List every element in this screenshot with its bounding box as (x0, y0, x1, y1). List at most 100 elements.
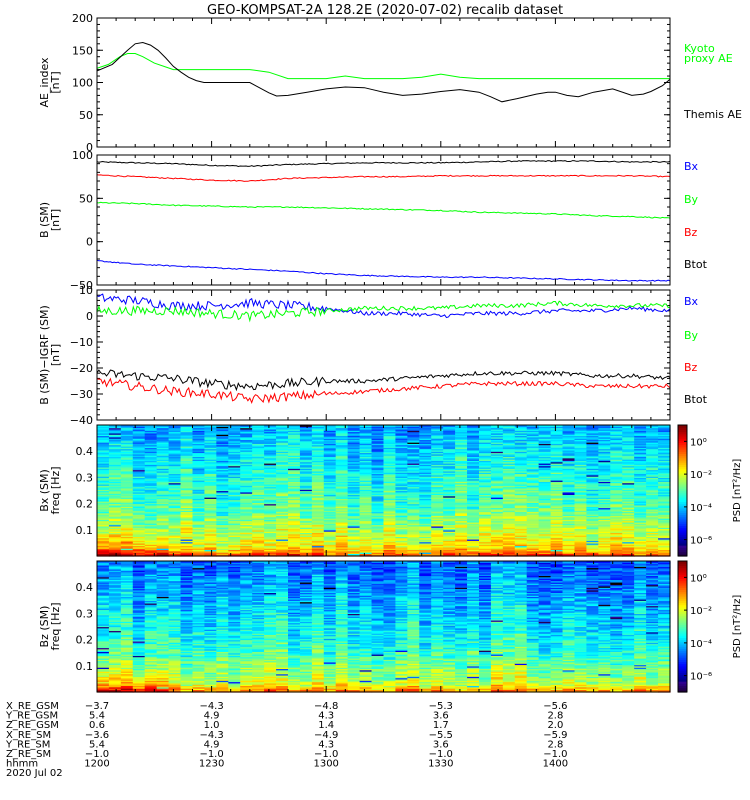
spectrogram-cell (598, 483, 611, 486)
spectrogram-cell (323, 439, 337, 442)
spectrogram-cell (514, 461, 528, 464)
spectrogram-cell (276, 529, 289, 532)
spectrogram-cell (419, 520, 432, 523)
spectrogram-cell (479, 432, 492, 435)
spectrogram-cell (490, 486, 504, 489)
spectrogram-cell (419, 461, 432, 464)
spectrogram-cell (204, 472, 217, 475)
spectrogram-cell (132, 536, 146, 539)
spectrogram-cell (276, 464, 289, 467)
spectrogram-cell (431, 491, 444, 494)
spectrogram-cell (228, 525, 241, 528)
spectrogram-cell (156, 525, 170, 528)
spectrogram-cell (443, 546, 456, 549)
spectrogram-cell (359, 497, 373, 499)
spectrogram-cell (431, 549, 444, 552)
spectrogram-cell (538, 440, 552, 443)
spectrogram-cell (97, 486, 110, 489)
spectrogram-cell (323, 518, 337, 520)
spectrogram-cell (538, 519, 552, 522)
spectrogram-cell (168, 497, 182, 499)
spectrogram-cell (156, 523, 170, 526)
spectrogram-cell (335, 500, 349, 503)
spectrogram-cell (407, 428, 420, 431)
spectrogram-cell (228, 485, 241, 488)
spectrogram-cell (120, 457, 134, 460)
spectrogram-cell (180, 425, 194, 427)
spectrogram-cell (598, 474, 611, 477)
spectrogram-cell (299, 431, 313, 434)
spectrogram-cell (598, 449, 611, 452)
spectrogram-cell (467, 485, 480, 488)
spectrogram-cell (550, 537, 564, 540)
spectrogram-cell (204, 548, 217, 551)
spectrogram-cell (264, 537, 277, 540)
spectrogram-cell (443, 455, 456, 458)
spectrogram-cell (240, 440, 253, 443)
spectrogram-cell (467, 548, 480, 551)
spectrogram-cell (288, 528, 301, 531)
spectrogram-cell (311, 425, 325, 427)
spectrogram-cell (443, 438, 456, 441)
spectrogram-cell (323, 461, 337, 464)
spectrogram-cell (455, 514, 468, 516)
spectrogram-cell (395, 466, 408, 469)
spectrogram-cell (514, 456, 528, 459)
spectrogram-cell (323, 426, 337, 429)
spectrogram-cell (180, 516, 194, 519)
spectrogram-cell (634, 518, 647, 520)
spectrogram-cell (204, 464, 217, 467)
spectrogram-cell (371, 531, 385, 534)
spectrogram-cell (490, 528, 504, 531)
spectrogram-cell (586, 497, 599, 499)
spectrogram-cell (383, 535, 397, 537)
spectrogram-cell (598, 523, 611, 526)
spectrogram-cell (526, 550, 540, 553)
spectrogram-cell (407, 481, 420, 484)
spectrogram-cell (634, 508, 647, 511)
spectrogram-cell (574, 461, 588, 464)
spectrogram-cell (467, 486, 480, 489)
spectrogram-cell (419, 472, 432, 475)
spectrogram-cell (228, 511, 241, 514)
spectrogram-cell (264, 528, 277, 531)
spectrogram-cell (311, 532, 325, 535)
spectrogram-cell (598, 520, 611, 523)
spectrogram-cell (347, 548, 361, 551)
spectrogram-cell (490, 495, 504, 498)
spectrogram-cell (514, 448, 528, 451)
spectrogram-cell (550, 553, 564, 556)
spectrogram-cell (252, 469, 265, 472)
spectrogram-cell (228, 478, 241, 481)
spectrogram-cell (455, 552, 468, 554)
spectrogram-cell (335, 507, 349, 510)
spectrogram-cell (443, 451, 456, 454)
spectrogram-cell (144, 445, 158, 448)
spectrogram-cell (419, 529, 432, 532)
spectrogram-cell (335, 518, 349, 520)
spectrogram-cell (299, 481, 313, 484)
spectrogram-cell (168, 426, 182, 429)
spectrogram-cell (335, 425, 349, 427)
spectrogram-cell (156, 462, 170, 465)
spectrogram-cell (634, 482, 647, 485)
spectrogram-cell (204, 465, 217, 468)
spectrogram-cell (622, 481, 635, 484)
spectrogram-cell (455, 546, 468, 549)
spectrogram-cell (97, 493, 110, 496)
spectrogram-cell (180, 514, 194, 516)
legend-entry: Bx (684, 160, 699, 173)
spectrogram-cell (395, 474, 408, 477)
spectrogram-cell (240, 489, 253, 492)
spectrogram-cell (490, 498, 504, 501)
spectrogram-cell (455, 507, 468, 510)
spectrogram-cell (562, 451, 576, 454)
spectrogram-cell (359, 537, 373, 540)
spectrogram-cell (168, 521, 182, 524)
spectrogram-cell (276, 552, 289, 554)
spectrogram-cell (359, 483, 373, 486)
spectrogram-cell (132, 514, 146, 516)
spectrogram-cell (479, 500, 492, 503)
spectrogram-cell (526, 491, 540, 494)
spectrogram-cell (323, 457, 337, 460)
